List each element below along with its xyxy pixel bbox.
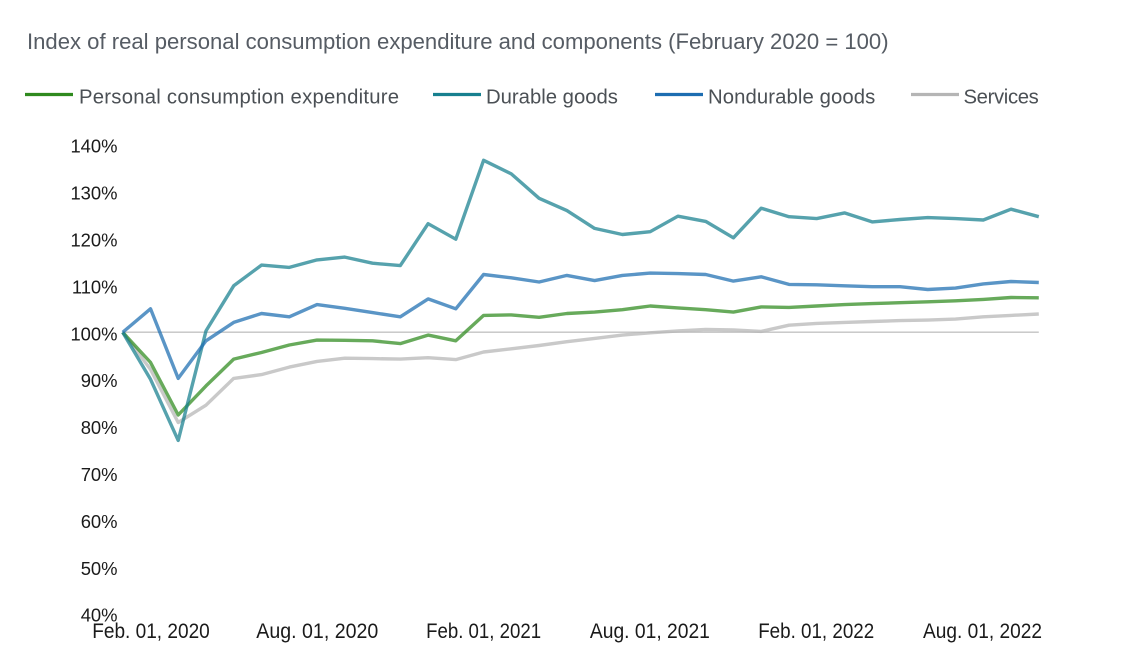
svg-text:90%: 90% (81, 370, 118, 391)
svg-text:140%: 140% (70, 136, 117, 157)
svg-text:Aug. 01, 2020: Aug. 01, 2020 (256, 620, 378, 643)
svg-text:Nondurable goods: Nondurable goods (708, 87, 875, 109)
svg-text:70%: 70% (81, 464, 118, 485)
svg-text:100%: 100% (70, 323, 117, 344)
svg-text:Durable goods: Durable goods (486, 87, 618, 109)
svg-text:Feb. 01, 2020: Feb. 01, 2020 (92, 620, 210, 643)
svg-text:Aug. 01, 2022: Aug. 01, 2022 (923, 620, 1042, 643)
svg-text:Aug. 01, 2021: Aug. 01, 2021 (590, 620, 710, 643)
svg-text:Personal consumption expenditu: Personal consumption expenditure (79, 87, 399, 109)
svg-text:120%: 120% (70, 230, 117, 251)
svg-text:Feb. 01, 2022: Feb. 01, 2022 (758, 620, 874, 643)
svg-text:40%: 40% (81, 605, 118, 626)
svg-text:Index of real personal consump: Index of real personal consumption expen… (27, 29, 889, 54)
svg-text:Services: Services (964, 87, 1039, 109)
svg-text:80%: 80% (81, 417, 118, 438)
svg-text:50%: 50% (81, 558, 118, 579)
svg-text:Feb. 01, 2021: Feb. 01, 2021 (426, 620, 541, 643)
svg-text:130%: 130% (70, 183, 117, 204)
svg-text:60%: 60% (81, 511, 118, 532)
svg-text:110%: 110% (72, 276, 118, 297)
